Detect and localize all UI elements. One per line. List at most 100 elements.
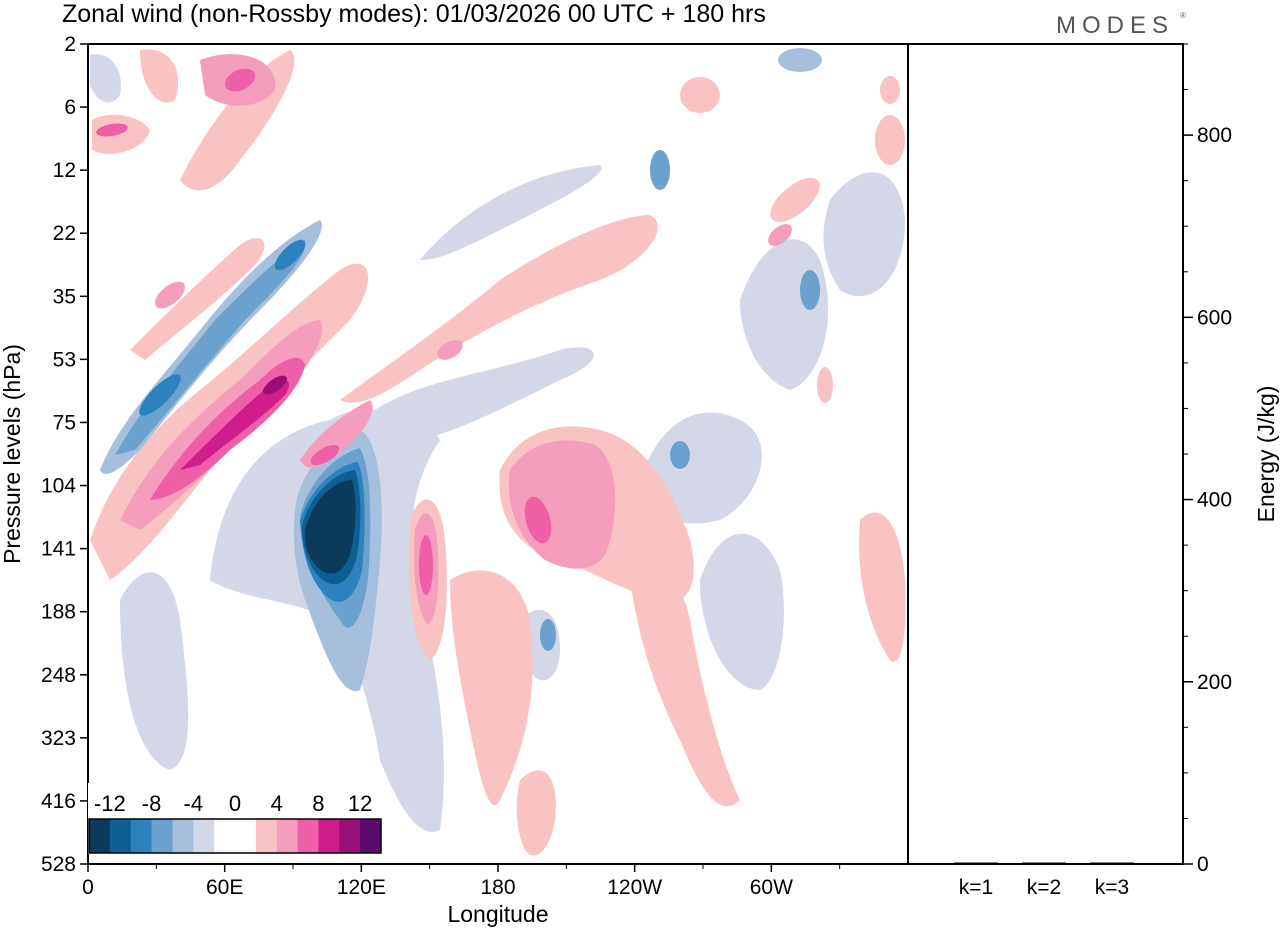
blue-band-upper-4 [274, 239, 306, 271]
energy-tick-label: 0 [1197, 853, 1209, 876]
x-tick-label: 60W [750, 876, 793, 899]
colorbar-tick-label: 12 [348, 791, 372, 816]
colorbar-frame [88, 818, 382, 854]
colorbar-swatch [89, 819, 111, 853]
lavender-region-edge [823, 172, 905, 297]
pink-stripe-diagonal [340, 215, 658, 403]
lavender-region-lower-east [700, 533, 784, 690]
heatmap-field [90, 48, 906, 856]
y-tick-label: 12 [53, 159, 76, 182]
x-tick-label: 180 [480, 876, 515, 899]
pink-column-145e-core [419, 535, 433, 595]
pink-topleft-core [96, 123, 128, 137]
energy-bar [1090, 862, 1134, 864]
pink-top-left-2 [140, 49, 179, 103]
colorbar-tick-label: 4 [271, 791, 283, 816]
y-tick-label: 416 [41, 790, 76, 813]
y-tick-label: 6 [64, 96, 76, 119]
energy-category-label: k=3 [1095, 876, 1129, 899]
x-tick-label: 0 [82, 876, 94, 899]
colorbar-tick-label: -12 [94, 791, 126, 816]
brand-mark: ® [1180, 11, 1186, 20]
y-axis-label: Pressure levels (hPa) [0, 344, 25, 564]
pink-spot-mid-right [817, 367, 833, 403]
colorbar-swatch [276, 819, 299, 853]
pink-spot-edge [875, 115, 905, 165]
colorbar-swatch [360, 819, 382, 853]
colorbar-swatch [109, 819, 132, 853]
y-axis: 2 6 12 22 35 53 75 104 141 188 248 323 416 528 [41, 33, 88, 876]
pink-near-core-2 [310, 444, 340, 466]
lavender-region-central [210, 409, 444, 832]
blue-spot-far-east [800, 270, 820, 310]
pink-band-main-core [263, 375, 287, 395]
energy-axis: 0 200 400 600 800 [1183, 43, 1232, 876]
y-tick-label: 323 [41, 727, 76, 750]
pink-lower-column [450, 570, 533, 806]
colorbar-tick-label: -8 [142, 791, 162, 816]
energy-bars: k=1 k=2 k=3 [954, 862, 1134, 899]
x-axis-label: Longitude [447, 901, 548, 927]
colorbar-tick-label: 8 [312, 791, 324, 816]
colorbar-swatch [151, 819, 173, 853]
y-tick-label: 75 [53, 411, 76, 434]
energy-tick-label: 200 [1197, 671, 1232, 694]
y-tick-label: 2 [64, 33, 76, 56]
pink-right-edge [859, 512, 906, 662]
lavender-region-lower-west [120, 572, 189, 770]
colorbar-swatch [318, 819, 340, 853]
pink-spot-right-2 [768, 224, 792, 246]
blue-spot-top-right [778, 48, 822, 72]
colorbar-swatch [339, 819, 361, 853]
blue-spot-east [650, 150, 670, 190]
x-tick-label: 60E [206, 876, 243, 899]
pink-stripe-upper-core [155, 281, 185, 309]
energy-category-label: k=1 [959, 876, 993, 899]
y-tick-label: 53 [53, 348, 76, 371]
colorbar-tick-label: -4 [184, 791, 204, 816]
pink-blob-180-core [524, 496, 552, 544]
y-tick-label: 104 [41, 475, 76, 498]
y-tick-label: 35 [53, 285, 76, 308]
brand-logo: MODES [1056, 12, 1174, 39]
pink-stripe-diag-spot [437, 340, 463, 360]
x-tick-label: 120W [607, 876, 662, 899]
y-tick-label: 22 [53, 222, 76, 245]
colorbar-swatch [193, 819, 215, 853]
x-tick-label: 120E [337, 876, 386, 899]
colorbar-swatch [130, 819, 153, 853]
pink-spot-top-right [680, 77, 720, 113]
energy-panel-frame [907, 43, 1184, 865]
energy-tick-label: 800 [1197, 124, 1232, 147]
blue-spot-lower-mid [540, 619, 556, 651]
pink-band-main-4 [180, 379, 290, 470]
energy-tick-label: 400 [1197, 489, 1232, 512]
blue-spot-east-2 [670, 441, 690, 469]
energy-tick-label: 600 [1197, 306, 1232, 329]
x-axis: 0 60E 120E 180 120W 60W [82, 864, 841, 899]
easterly-core [304, 480, 356, 574]
pink-top-85e-core [224, 68, 256, 92]
lavender-stripe-upper [420, 165, 602, 260]
pink-near-core [300, 400, 373, 468]
pink-topleft-outer [92, 114, 150, 154]
y-tick-label: 188 [41, 601, 76, 624]
lavender-spot-topleft [90, 54, 121, 103]
colorbar-swatch [297, 819, 319, 853]
colorbar-swatch [214, 819, 236, 853]
chart-title: Zonal wind (non-Rossby modes): 01/03/202… [62, 0, 766, 28]
colorbar-swatch [172, 819, 194, 853]
y-tick-label: 141 [41, 538, 76, 561]
colorbar-swatch [255, 819, 278, 853]
pink-spot-edge-2 [880, 76, 900, 104]
energy-bar [1022, 862, 1066, 864]
y-tick-label: 528 [41, 853, 76, 876]
y-tick-label: 248 [41, 664, 76, 687]
energy-bar [954, 862, 998, 864]
energy-axis-label: Energy (J/kg) [1253, 386, 1279, 523]
energy-category-label: k=2 [1027, 876, 1061, 899]
colorbar-swatch [235, 819, 257, 853]
pink-lower-column-east [630, 570, 740, 807]
